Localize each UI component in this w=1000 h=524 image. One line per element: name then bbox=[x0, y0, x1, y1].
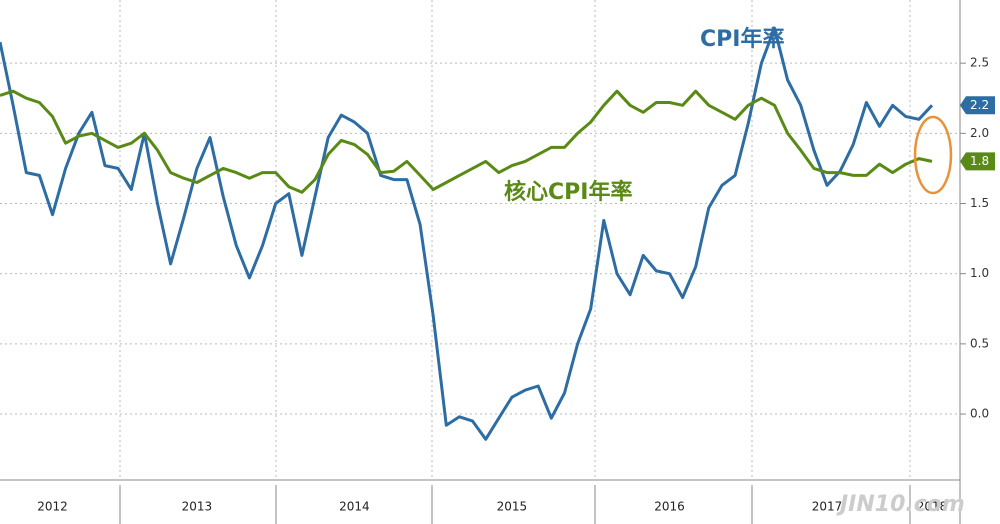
annotation: CPI年率 bbox=[700, 26, 784, 52]
y-tick-label: 2.5 bbox=[970, 56, 989, 70]
value-badge bbox=[960, 152, 995, 171]
annotation: 核心CPI年率 bbox=[504, 179, 632, 205]
x-tick-label: 2013 bbox=[182, 500, 213, 514]
axis-bottom-ticks bbox=[0, 0, 961, 524]
value-label: 2.2 bbox=[970, 98, 989, 112]
x-tick-label: 2015 bbox=[497, 500, 528, 514]
value-label: 1.8 bbox=[970, 154, 989, 168]
x-tick-label: 2012 bbox=[37, 500, 68, 514]
y-tick-label: 1.0 bbox=[970, 266, 989, 280]
x-tick-label: 2016 bbox=[654, 500, 685, 514]
y-tick-label: 0.0 bbox=[970, 407, 989, 421]
line-series bbox=[0, 26, 934, 441]
plot: 0.0 0.5 1.0 1.5 2.0 2.5 2012 2013 2014 2015 2016 20… bbox=[0, 26, 995, 514]
year-separators bbox=[119, 0, 911, 480]
watermark: JIN10.com bbox=[836, 492, 965, 517]
line-series bbox=[0, 89, 933, 194]
y-tick-label: 1.5 bbox=[970, 196, 989, 210]
x-tick-label: 2018 bbox=[917, 500, 948, 514]
y-tick-label: 2.0 bbox=[970, 126, 989, 140]
highlight-ellipse bbox=[913, 115, 953, 195]
y-tick-label: 0.5 bbox=[970, 336, 989, 350]
x-tick-label: 2014 bbox=[339, 500, 370, 514]
value-badge bbox=[960, 96, 995, 115]
x-tick-label: 2017 bbox=[812, 500, 843, 514]
